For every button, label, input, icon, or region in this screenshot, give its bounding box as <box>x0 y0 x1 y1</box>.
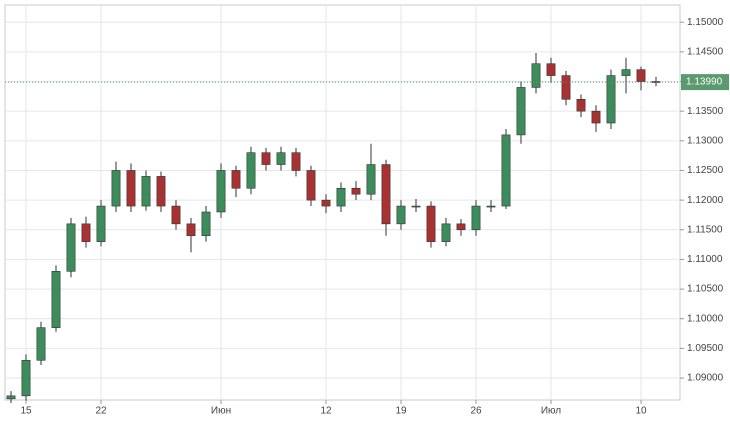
price-label-box <box>681 74 729 91</box>
candle-body <box>156 176 166 207</box>
candle-body <box>516 87 526 136</box>
candle-body <box>81 223 91 242</box>
candle-body <box>6 395 16 400</box>
y-tick-label: 1.13500 <box>687 106 724 117</box>
candle-body <box>66 223 76 272</box>
candle-body <box>186 223 196 237</box>
candle-body <box>591 110 601 124</box>
candle-body <box>366 164 376 195</box>
x-tick-label: 12 <box>320 406 332 417</box>
x-tick-label: 26 <box>470 406 482 417</box>
x-tick-label: 19 <box>395 406 407 417</box>
x-tick-label: 15 <box>20 406 32 417</box>
x-tick-label: Июн <box>211 406 231 417</box>
candle-body <box>456 223 466 231</box>
x-tick-label: 10 <box>635 406 647 417</box>
candle-body <box>141 176 151 207</box>
candle-body <box>96 205 106 242</box>
candle-body <box>51 270 61 328</box>
candle-body <box>396 205 406 225</box>
candle-body <box>336 187 346 207</box>
candle-body <box>216 170 226 213</box>
y-tick-label: 1.14500 <box>687 46 724 57</box>
candle-body <box>351 187 361 195</box>
candle-body <box>561 75 571 100</box>
candle-body <box>411 205 421 208</box>
y-tick-label: 1.12000 <box>687 195 724 206</box>
candle-body <box>486 205 496 208</box>
candle-body <box>636 69 646 82</box>
candle-body <box>606 75 616 124</box>
candle-body <box>246 152 256 189</box>
candle-body <box>201 211 211 237</box>
candle-body <box>441 223 451 242</box>
candle-body <box>576 99 586 112</box>
plot-frame <box>4 4 681 401</box>
candle-body <box>291 152 301 171</box>
candle-body <box>471 205 481 231</box>
candle-body <box>531 63 541 88</box>
y-tick-label: 1.10000 <box>687 313 724 324</box>
candle-body <box>426 205 436 242</box>
candle-body <box>126 170 136 207</box>
candle-body <box>171 205 181 225</box>
y-tick-label: 1.09000 <box>687 373 724 384</box>
candle-body <box>21 359 31 397</box>
candle-body <box>321 199 331 207</box>
x-tick-label: 22 <box>95 406 107 417</box>
candle-body <box>276 152 286 165</box>
candle-body <box>36 327 46 361</box>
candle-body <box>621 69 631 76</box>
price-label: 1.13990 <box>686 77 723 88</box>
y-tick-label: 1.10500 <box>687 284 724 295</box>
candle-body <box>381 164 391 225</box>
y-tick-label: 1.11000 <box>687 254 723 265</box>
candle-body <box>546 63 556 76</box>
x-tick-label: Июл <box>541 406 561 417</box>
candle-body <box>306 170 316 201</box>
y-tick-label: 1.09500 <box>687 343 724 354</box>
y-tick-label: 1.11500 <box>687 224 723 235</box>
y-tick-label: 1.12500 <box>687 165 724 176</box>
candle-body <box>111 170 121 207</box>
candle-body <box>261 152 271 165</box>
y-tick-label: 1.13000 <box>687 135 724 146</box>
y-tick-label: 1.15000 <box>687 17 724 28</box>
candle-body <box>501 134 511 207</box>
candle-body <box>231 170 241 189</box>
